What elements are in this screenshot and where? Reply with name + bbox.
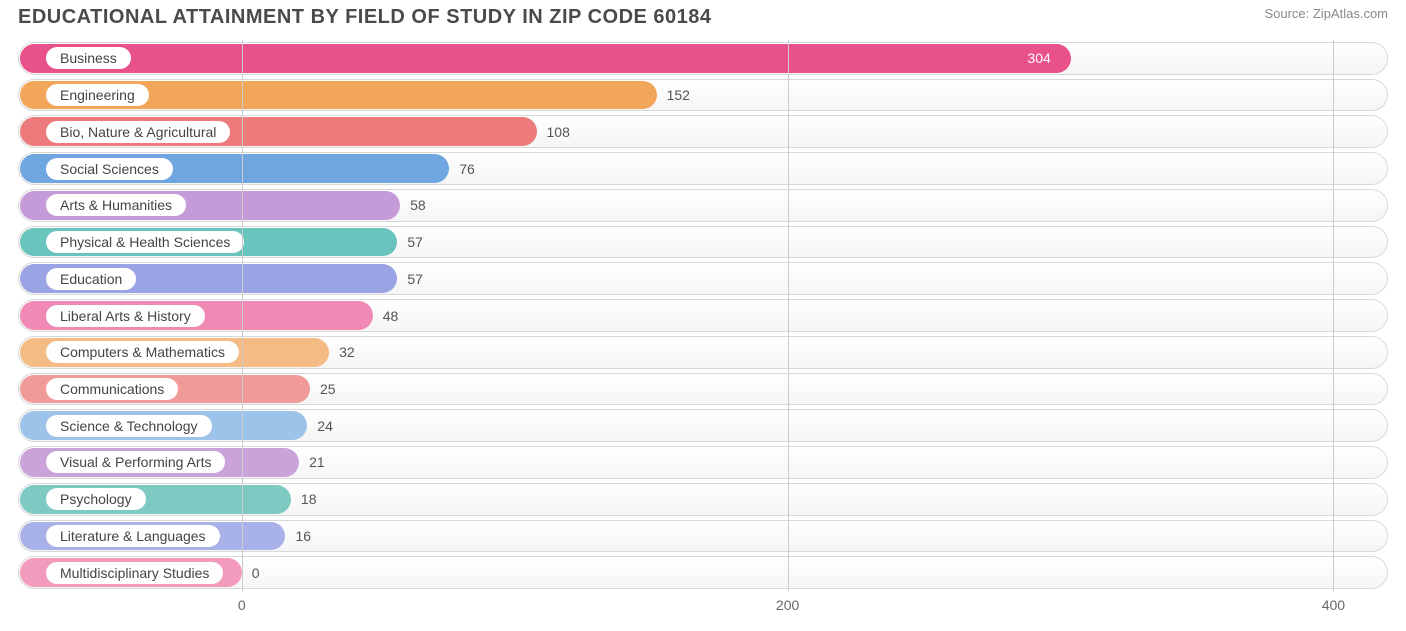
bar-value-label: 25 [320,381,336,397]
bar-row: Physical & Health Sciences 57 [18,224,1388,261]
bar-value-label: 48 [383,308,399,324]
bar-row: Science & Technology 24 [18,407,1388,444]
plot-area: Business 304 Engineering 152 Bio, Nature & A… [18,40,1388,591]
bar-cap [22,303,44,328]
bar-row: Engineering 152 [18,77,1388,114]
bar-value-label: 58 [410,197,426,213]
bar-category-label: Business [46,47,131,69]
bar-row: Social Sciences 76 [18,150,1388,187]
bar-row: Psychology 18 [18,481,1388,518]
x-tick-label: 400 [1322,597,1345,613]
bar-row: Multidisciplinary Studies 0 [18,554,1388,591]
x-tick-label: 200 [776,597,799,613]
bar-category-label: Physical & Health Sciences [46,231,244,253]
chart-title: EDUCATIONAL ATTAINMENT BY FIELD OF STUDY… [18,6,712,29]
bar-cap [22,487,44,512]
bar-cap [22,524,44,549]
header-row: EDUCATIONAL ATTAINMENT BY FIELD OF STUDY… [0,0,1406,29]
bar-category-label: Communications [46,378,178,400]
bar-cap [22,450,44,475]
bar-row: Communications 25 [18,371,1388,408]
bar-fill [20,44,1071,73]
bar-category-label: Computers & Mathematics [46,341,239,363]
bar-value-label: 57 [407,234,423,250]
bar-value-label: 16 [295,528,311,544]
bar-value-label: 304 [1027,50,1050,66]
bar-cap [22,83,44,108]
x-tick-label: 0 [238,597,246,613]
bar-row: Literature & Languages 16 [18,518,1388,555]
bar-cap [22,560,44,585]
bar-cap [22,413,44,438]
bar-value-label: 21 [309,454,325,470]
bar-category-label: Education [46,268,136,290]
bar-value-label: 57 [407,271,423,287]
bar-row: Bio, Nature & Agricultural 108 [18,113,1388,150]
bar-row: Arts & Humanities 58 [18,187,1388,224]
bar-category-label: Psychology [46,488,146,510]
bar-value-label: 24 [317,418,333,434]
bar-category-label: Liberal Arts & History [46,305,205,327]
source-attribution: Source: ZipAtlas.com [1264,6,1388,21]
gridline [242,40,243,591]
bar-cap [22,193,44,218]
bar-category-label: Engineering [46,84,149,106]
bar-cap [22,156,44,181]
bar-row: Education 57 [18,260,1388,297]
bar-row: Liberal Arts & History 48 [18,297,1388,334]
bar-category-label: Visual & Performing Arts [46,451,225,473]
chart-container: EDUCATIONAL ATTAINMENT BY FIELD OF STUDY… [0,0,1406,631]
bar-row: Computers & Mathematics 32 [18,334,1388,371]
bar-cap [22,266,44,291]
bar-category-label: Literature & Languages [46,525,220,547]
bar-value-label: 152 [667,87,690,103]
bar-row: Visual & Performing Arts 21 [18,444,1388,481]
bar-category-label: Social Sciences [46,158,173,180]
bar-value-label: 76 [459,161,475,177]
gridline [1333,40,1334,591]
bar-category-label: Bio, Nature & Agricultural [46,121,230,143]
bar-value-label: 108 [547,124,570,140]
bar-category-label: Arts & Humanities [46,194,186,216]
bar-list: Business 304 Engineering 152 Bio, Nature & A… [18,40,1388,591]
bar-cap [22,119,44,144]
bar-category-label: Multidisciplinary Studies [46,562,223,584]
bar-value-label: 0 [252,565,260,581]
bar-cap [22,230,44,255]
bar-value-label: 32 [339,344,355,360]
bar-category-label: Science & Technology [46,415,212,437]
bar-cap [22,46,44,71]
x-axis: 0 200 400 [18,597,1388,621]
bar-row: Business 304 [18,40,1388,77]
bar-cap [22,340,44,365]
bar-cap [22,377,44,402]
gridline [788,40,789,591]
bar-value-label: 18 [301,491,317,507]
